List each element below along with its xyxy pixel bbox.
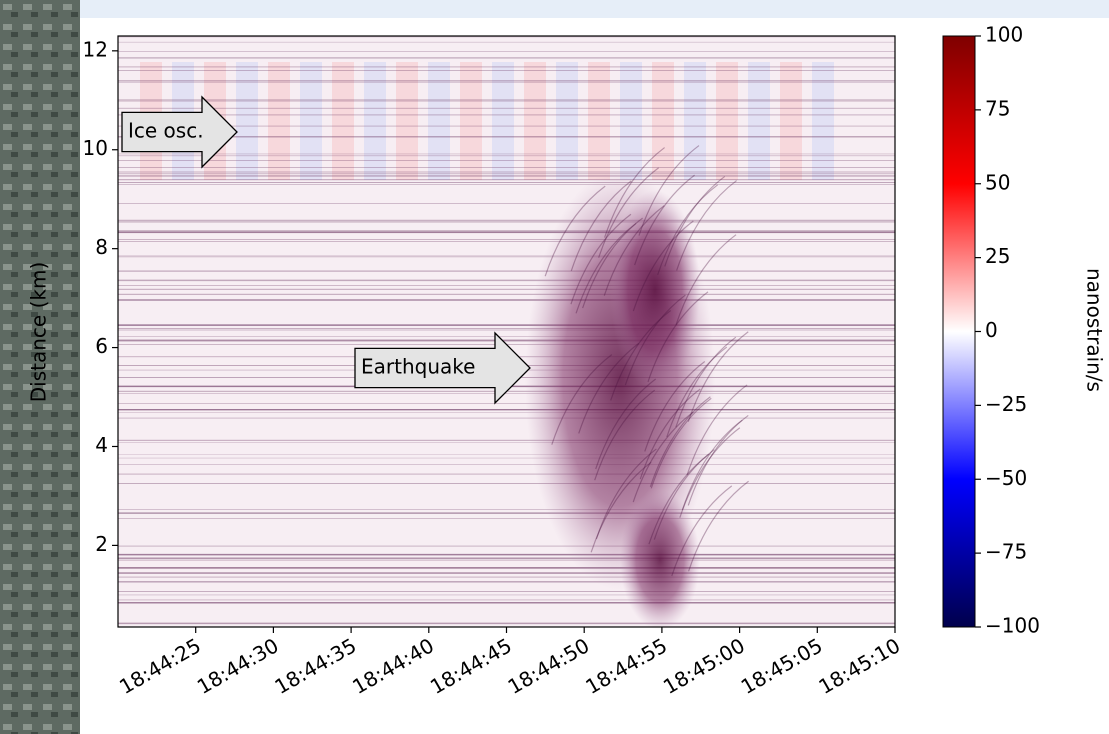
annotation-label: Earthquake	[361, 355, 475, 379]
colorbar-tick-label: −50	[985, 466, 1027, 490]
colorbar	[943, 36, 975, 627]
y-tick-label: 8	[95, 235, 108, 259]
oscillation-stripe	[460, 62, 482, 180]
annotation-label: Ice osc.	[128, 119, 204, 143]
oscillation-stripe	[364, 62, 386, 180]
top-bar	[80, 0, 1109, 18]
colorbar-tick-label: 50	[985, 170, 1010, 194]
screenshot: Distance (km) nanostrain/s 2468101218:44…	[0, 0, 1109, 734]
oscillation-stripe	[428, 62, 450, 180]
oscillation-stripe	[812, 62, 834, 180]
oscillation-stripe	[780, 62, 802, 180]
oscillation-stripe	[588, 62, 610, 180]
oscillation-stripe	[236, 62, 258, 180]
oscillation-stripe	[268, 62, 290, 180]
oscillation-stripe	[492, 62, 514, 180]
oscillation-stripe	[332, 62, 354, 180]
y-tick-label: 12	[83, 37, 108, 61]
oscillation-stripe	[684, 62, 706, 180]
colorbar-tick-label: 100	[985, 23, 1023, 47]
colorbar-tick-label: 0	[985, 318, 998, 342]
y-tick-label: 6	[95, 334, 108, 358]
oscillation-stripe	[556, 62, 578, 180]
colorbar-tick-label: −75	[985, 540, 1027, 564]
oscillation-stripe	[748, 62, 770, 180]
oscillation-stripe	[620, 62, 642, 180]
colorbar-tick-label: 25	[985, 244, 1010, 268]
y-tick-label: 4	[95, 433, 108, 457]
colorbar-tick-label: −25	[985, 392, 1027, 416]
y-tick-label: 2	[95, 532, 108, 556]
y-axis-label: Distance (km)	[27, 262, 51, 402]
colorbar-tick-label: −100	[985, 614, 1040, 638]
oscillation-stripe	[716, 62, 738, 180]
colorbar-label: nanostrain/s	[1083, 268, 1107, 392]
plot-area	[118, 36, 895, 630]
colorbar-tick-label: 75	[985, 96, 1010, 120]
oscillation-stripe	[652, 62, 674, 180]
oscillation-stripe	[300, 62, 322, 180]
event-energy	[620, 490, 700, 630]
oscillation-stripe	[396, 62, 418, 180]
oscillation-stripe	[524, 62, 546, 180]
y-tick-label: 10	[83, 136, 108, 160]
